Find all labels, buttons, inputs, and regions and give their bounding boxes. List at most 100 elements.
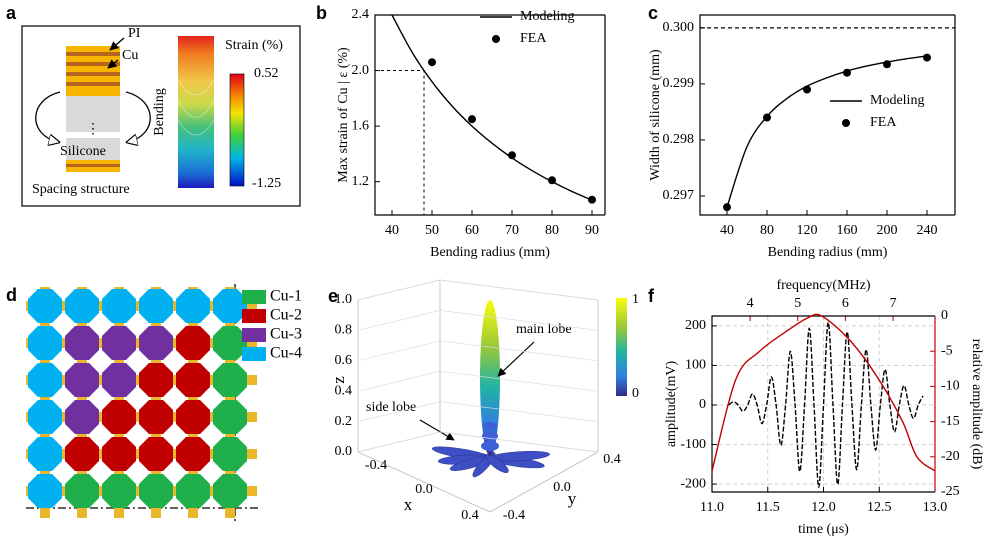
connector	[166, 301, 183, 311]
connector	[129, 412, 146, 422]
pad	[28, 437, 62, 471]
x-tick-label: 200	[877, 223, 898, 238]
legend-label: FEA	[870, 115, 897, 130]
connector	[77, 316, 87, 333]
x2-tick-label: 4	[747, 296, 754, 311]
y-tick-label: 0	[699, 397, 706, 412]
axis-frame	[374, 14, 605, 216]
pad	[213, 400, 247, 434]
connector	[40, 427, 50, 444]
y-tick-label: 0.298	[663, 132, 695, 147]
connector	[188, 427, 198, 444]
colorbar-title: Strain (%)	[225, 38, 283, 53]
wall-grid	[439, 401, 599, 422]
connector	[92, 486, 109, 496]
annotation: main lobe	[516, 322, 572, 337]
wall-grid	[357, 431, 441, 453]
panel-frame	[21, 25, 301, 207]
pad	[65, 326, 99, 360]
x-axis-label: Bending radius (mm)	[768, 245, 888, 260]
connector	[203, 412, 220, 422]
connector	[92, 412, 109, 422]
y-tick-label: 0.299	[663, 76, 695, 91]
panel-label: b	[316, 3, 327, 23]
pad	[65, 474, 99, 508]
annotation-arrow	[419, 419, 455, 441]
x-tick-label: 120	[797, 223, 818, 238]
label-pi: PI	[128, 26, 141, 41]
panel-label: e	[328, 286, 338, 306]
main-lobe	[480, 300, 500, 456]
annotation-arrow	[497, 341, 535, 377]
data-point	[843, 68, 851, 77]
data-point	[723, 203, 731, 212]
connector	[225, 316, 235, 333]
connector	[114, 316, 124, 333]
y-tick-label: 2.4	[352, 7, 370, 22]
y2-tick-label: -15	[941, 414, 960, 429]
y-tick-label: 0.4	[603, 452, 621, 467]
strain-map	[178, 36, 214, 188]
connector	[55, 449, 72, 459]
axis-frame	[699, 14, 955, 216]
y-tick-label: 100	[685, 358, 706, 373]
pad	[102, 289, 136, 323]
legend-swatch	[242, 290, 266, 304]
data-point	[763, 113, 771, 122]
x-tick-label: 80	[760, 223, 774, 238]
connector	[188, 316, 198, 333]
x-tick-label: 13.0	[923, 500, 948, 515]
legend-marker	[842, 119, 850, 127]
pad	[28, 400, 62, 434]
x-tick-label: 40	[720, 223, 734, 238]
x-tick-label: 0.0	[415, 482, 433, 497]
pad	[213, 326, 247, 360]
y-tick-label: -100	[680, 437, 706, 452]
panel-d: d Cu-1 Cu-2 Cu-3 Cu-4	[6, 284, 302, 522]
z-tick-label: 1.0	[335, 292, 353, 307]
y2-tick-label: -5	[941, 343, 953, 358]
wall-grid	[357, 310, 441, 331]
lobe-bulb	[481, 441, 499, 451]
data-line	[711, 313, 936, 472]
panel-label: f	[648, 286, 655, 306]
y2-tick-label: -20	[941, 449, 960, 464]
pad	[139, 363, 173, 397]
pad	[28, 363, 62, 397]
legend-swatch	[242, 309, 266, 323]
connector	[188, 390, 198, 407]
data-line	[728, 321, 924, 488]
connector	[55, 486, 72, 496]
connector	[55, 301, 72, 311]
connector	[77, 464, 87, 481]
connector	[40, 390, 50, 407]
connector	[114, 353, 124, 370]
y2-axis-label: relative amplitude (dB)	[969, 339, 984, 470]
connector	[40, 353, 50, 370]
pad	[102, 363, 136, 397]
connector	[240, 375, 257, 385]
y-axis-label: y	[568, 489, 577, 508]
x-tick-label: -0.4	[365, 458, 387, 473]
x-tick-label: 80	[545, 223, 559, 238]
y2-tick-label: -25	[941, 484, 960, 499]
connector	[225, 353, 235, 370]
colorbar-min: 0	[632, 386, 639, 401]
connector	[114, 501, 124, 518]
connector	[114, 390, 124, 407]
data-point	[883, 60, 891, 69]
connector	[55, 375, 72, 385]
connector	[166, 449, 183, 459]
pad	[65, 400, 99, 434]
colorbar	[616, 298, 627, 396]
legend-label: FEA	[520, 31, 547, 46]
z-tick-label: 0.8	[335, 323, 353, 338]
radiation-pattern	[431, 300, 550, 478]
data-point	[468, 115, 476, 124]
y-tick-label: -0.4	[503, 508, 525, 523]
label-silicone: Silicone	[60, 144, 106, 159]
x-tick-label: 160	[837, 223, 858, 238]
legend-label: Cu-4	[270, 345, 302, 362]
